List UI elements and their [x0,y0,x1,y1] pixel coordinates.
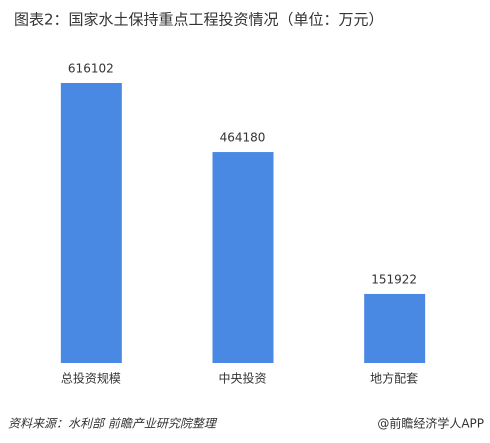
x-tick-label: 地方配套 [370,371,418,386]
x-tick-label: 中央投资 [218,371,266,386]
brand: @前瞻经济学人APP [377,416,484,431]
bar [60,83,122,363]
data-label: 616102 [68,62,114,76]
bar [364,293,426,363]
x-tick-label: 总投资规模 [61,371,121,386]
chart-title: 图表2：国家水土保持重点工程投资情况（单位：万元） [14,11,384,29]
bar [212,152,274,363]
data-label: 464180 [220,131,266,145]
source: 资料来源：水利部 前瞻产业研究院整理 [8,417,218,431]
data-label: 151922 [371,272,417,286]
